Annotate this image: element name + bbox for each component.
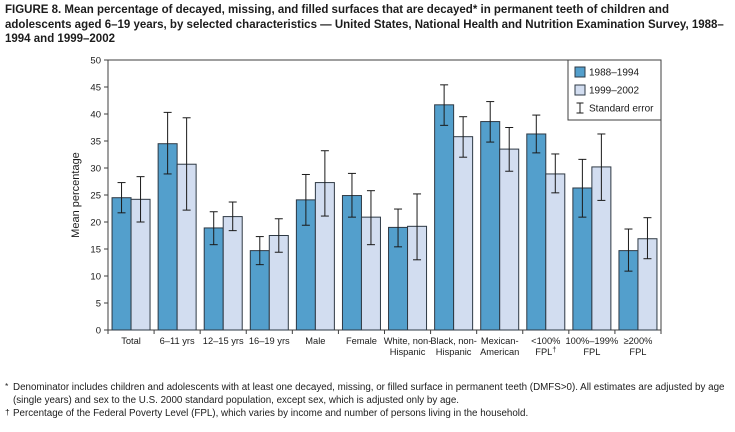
error-bar-series-1-cat-0 — [136, 176, 145, 223]
y-tick-label: 50 — [90, 56, 101, 67]
error-bar-series-1-cat-11 — [643, 217, 652, 260]
y-tick-label: 35 — [90, 137, 101, 148]
figure-title: FIGURE 8. Mean percentage of decayed, mi… — [5, 4, 724, 45]
legend-label: 1988–1994 — [589, 68, 639, 79]
standard-error-icon — [576, 102, 584, 114]
bar-series-1-cat-9 — [545, 173, 566, 331]
bar-series-1-cat-8 — [499, 148, 520, 331]
bar-series-0-cat-0 — [111, 197, 132, 331]
x-tick-label: Mexican-American — [480, 336, 519, 357]
footnote-dagger-marker: † — [5, 407, 10, 417]
error-bar-series-0-cat-7 — [440, 84, 449, 126]
y-tick-label: 40 — [90, 110, 101, 121]
chart-svg: 0 5 10 15 20 25 30 35 40 45 50 Mean percentage Total… — [70, 56, 662, 357]
error-bar-series-1-cat-8 — [505, 127, 514, 172]
error-bar-series-0-cat-4 — [301, 173, 310, 226]
error-bar-series-0-cat-3 — [255, 236, 264, 266]
error-bar-series-0-cat-5 — [347, 172, 356, 218]
x-tick-label: Female — [346, 336, 377, 346]
legend-item-0: 1988–1994 — [574, 66, 639, 79]
x-tick-label: <100%FPL†​ — [531, 336, 560, 357]
error-bar-series-0-cat-10 — [578, 158, 587, 218]
y-tick-label: 45 — [90, 83, 101, 94]
bar-series-1-cat-7 — [453, 136, 474, 331]
error-bar-series-1-cat-6 — [413, 193, 422, 261]
error-bar-series-0-cat-1 — [163, 111, 172, 175]
y-tick-label: 30 — [90, 164, 101, 175]
error-bar-series-1-cat-9 — [551, 153, 560, 194]
x-tick-label: 16–19 yrs — [249, 336, 290, 346]
footnote-asterisk: * Denominator includes children and adol… — [5, 381, 731, 407]
bar-series-0-cat-7 — [434, 104, 455, 331]
error-bar-series-1-cat-3 — [274, 218, 283, 253]
error-bar-series-1-cat-4 — [320, 150, 329, 217]
error-bar-series-1-cat-2 — [228, 201, 237, 232]
y-tick-label: 20 — [90, 218, 101, 229]
error-bar-series-1-cat-7 — [459, 116, 468, 158]
x-tick-label: 6–11 yrs — [160, 336, 195, 346]
x-tick-label: Black, non-Hispanic — [430, 336, 477, 357]
y-tick-label: 0 — [96, 326, 101, 337]
error-bar-series-0-cat-11 — [624, 228, 633, 272]
footnotes: * Denominator includes children and adol… — [5, 381, 731, 420]
legend-item-1: 1999–2002 — [574, 84, 639, 97]
bar-series-0-cat-8 — [480, 121, 501, 331]
x-tick-label: White, non-Hispanic — [384, 336, 432, 357]
legend-label: Standard error — [589, 104, 654, 115]
footnote-asterisk-marker: * — [5, 381, 9, 391]
y-tick-label: 10 — [90, 272, 101, 283]
footnote-asterisk-text: Denominator includes children and adoles… — [13, 382, 725, 406]
y-tick-label: 25 — [90, 191, 101, 202]
x-tick-label: ≥200% FPL — [624, 336, 653, 357]
x-tick-label: 12–15 yrs — [203, 336, 244, 346]
y-tick-label: 5 — [96, 299, 101, 310]
x-tick-label: Male — [305, 336, 325, 346]
error-bar-series-0-cat-9 — [532, 114, 541, 154]
bar-series-1-cat-2 — [222, 216, 243, 331]
footnote-dagger-text: Percentage of the Federal Poverty Level … — [13, 408, 529, 419]
legend-swatch-icon — [574, 84, 586, 96]
x-tick-label: Total — [121, 336, 141, 346]
error-bar-series-0-cat-8 — [486, 101, 495, 143]
footnote-dagger: † Percentage of the Federal Poverty Leve… — [5, 407, 731, 420]
error-bar-series-1-cat-5 — [366, 190, 375, 246]
error-bar-series-1-cat-1 — [182, 117, 191, 211]
y-tick-label: 15 — [90, 245, 101, 256]
legend-item-2: Standard error — [576, 102, 654, 115]
legend-swatch-icon — [574, 66, 586, 78]
error-bar-series-0-cat-6 — [394, 208, 403, 248]
x-tick-label: 100%–199% FPL — [566, 336, 619, 357]
bar-chart: 0 5 10 15 20 25 30 35 40 45 50 Mean percentage Total… — [0, 56, 735, 368]
legend-label: 1999–2002 — [589, 86, 639, 97]
bar-series-0-cat-9 — [526, 133, 547, 331]
y-axis-title: Mean percentage — [70, 152, 82, 238]
error-bar-series-0-cat-2 — [209, 211, 218, 246]
error-bar-series-0-cat-0 — [117, 182, 126, 214]
error-bar-series-1-cat-10 — [597, 133, 606, 201]
